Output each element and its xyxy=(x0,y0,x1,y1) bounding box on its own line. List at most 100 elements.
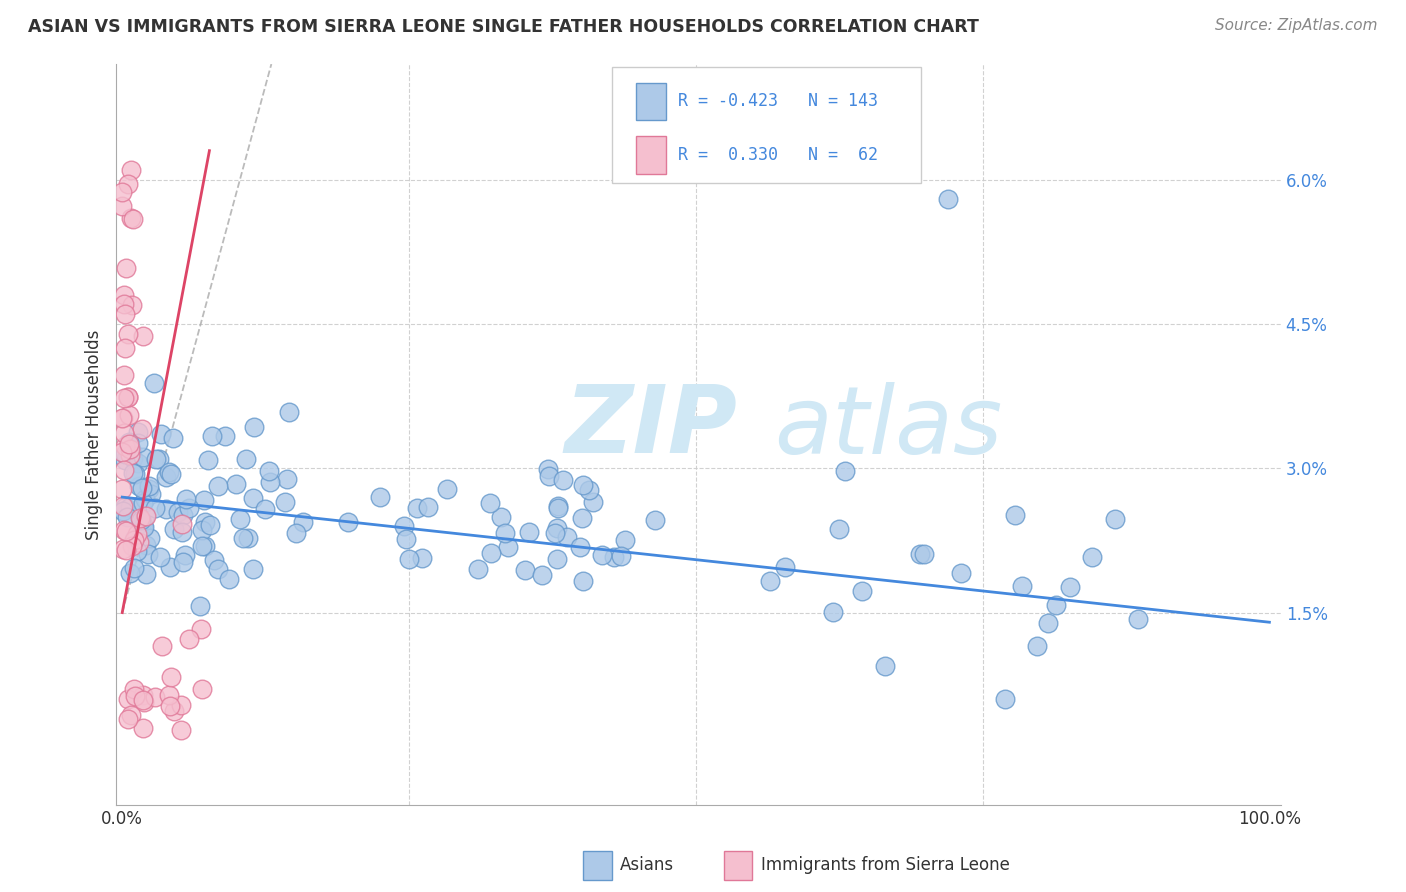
Point xyxy=(120,707,142,722)
Point xyxy=(114,453,136,467)
Point xyxy=(122,466,145,480)
Point xyxy=(111,411,134,425)
Point xyxy=(170,524,193,539)
Point xyxy=(138,482,160,496)
Point xyxy=(114,523,136,537)
Point xyxy=(159,698,181,713)
Point xyxy=(994,692,1017,706)
Point xyxy=(142,376,165,390)
Point xyxy=(160,467,183,481)
Point xyxy=(155,470,177,484)
Point xyxy=(572,478,595,492)
Point xyxy=(157,688,180,702)
Point xyxy=(111,499,134,513)
Point xyxy=(141,487,163,501)
Text: Source: ZipAtlas.com: Source: ZipAtlas.com xyxy=(1215,18,1378,33)
Point xyxy=(197,452,219,467)
Point xyxy=(259,475,281,489)
Point xyxy=(908,547,931,561)
Point xyxy=(112,463,135,477)
Point xyxy=(143,501,166,516)
Point xyxy=(1059,580,1081,594)
Point xyxy=(120,211,142,226)
Point xyxy=(150,427,173,442)
Point xyxy=(225,476,247,491)
Point xyxy=(127,543,149,558)
Point xyxy=(214,429,236,443)
Point xyxy=(157,465,180,479)
Point xyxy=(537,461,560,475)
Point xyxy=(821,605,844,619)
Point xyxy=(174,492,197,507)
Point xyxy=(149,549,172,564)
Point xyxy=(128,535,150,549)
Point xyxy=(188,599,211,613)
Point xyxy=(1045,598,1067,612)
Point xyxy=(547,499,569,513)
Point xyxy=(546,521,568,535)
Point xyxy=(1011,579,1033,593)
Point xyxy=(120,500,142,514)
Point xyxy=(198,518,221,533)
Point xyxy=(1004,508,1026,522)
Point xyxy=(242,491,264,505)
Point xyxy=(547,501,569,516)
Point xyxy=(132,518,155,533)
Point xyxy=(201,429,224,443)
Point xyxy=(578,483,600,497)
Point xyxy=(191,681,214,696)
Point xyxy=(120,442,142,456)
Point xyxy=(122,450,145,465)
Point xyxy=(368,490,391,504)
Point xyxy=(117,390,139,404)
Point xyxy=(135,509,157,524)
Point xyxy=(122,560,145,574)
Point xyxy=(478,496,501,510)
Point xyxy=(834,464,856,478)
Point xyxy=(392,519,415,533)
Point xyxy=(167,505,190,519)
Point xyxy=(1081,550,1104,565)
Point xyxy=(1025,640,1047,654)
Point xyxy=(111,445,134,459)
Point xyxy=(115,509,138,524)
Point xyxy=(120,442,142,456)
Point xyxy=(138,479,160,493)
Point xyxy=(571,574,593,588)
Point xyxy=(122,211,145,226)
Point xyxy=(207,562,229,576)
Point xyxy=(114,500,136,514)
Point xyxy=(132,450,155,464)
Point xyxy=(112,288,135,302)
Point xyxy=(118,434,141,449)
Point xyxy=(112,425,135,440)
Point xyxy=(950,566,973,581)
Point xyxy=(117,177,139,191)
Point xyxy=(436,482,458,496)
Text: R =  0.330   N =  62: R = 0.330 N = 62 xyxy=(678,146,877,164)
Point xyxy=(132,329,155,343)
Point xyxy=(538,469,561,483)
Point xyxy=(115,524,138,538)
Point xyxy=(229,512,252,526)
Point xyxy=(1104,512,1126,526)
Point xyxy=(118,437,141,451)
Point xyxy=(114,307,136,321)
Point xyxy=(134,508,156,523)
Point xyxy=(555,530,578,544)
Point xyxy=(517,525,540,540)
Point xyxy=(242,562,264,576)
Point xyxy=(172,508,194,522)
Point xyxy=(121,298,143,312)
Point xyxy=(143,690,166,704)
Point xyxy=(129,513,152,527)
Point xyxy=(912,547,935,561)
Point xyxy=(132,695,155,709)
Point xyxy=(117,692,139,706)
Point xyxy=(127,435,149,450)
Point xyxy=(120,566,142,580)
Point xyxy=(114,447,136,461)
Point xyxy=(603,549,626,564)
Point xyxy=(114,438,136,452)
Point xyxy=(194,539,217,553)
